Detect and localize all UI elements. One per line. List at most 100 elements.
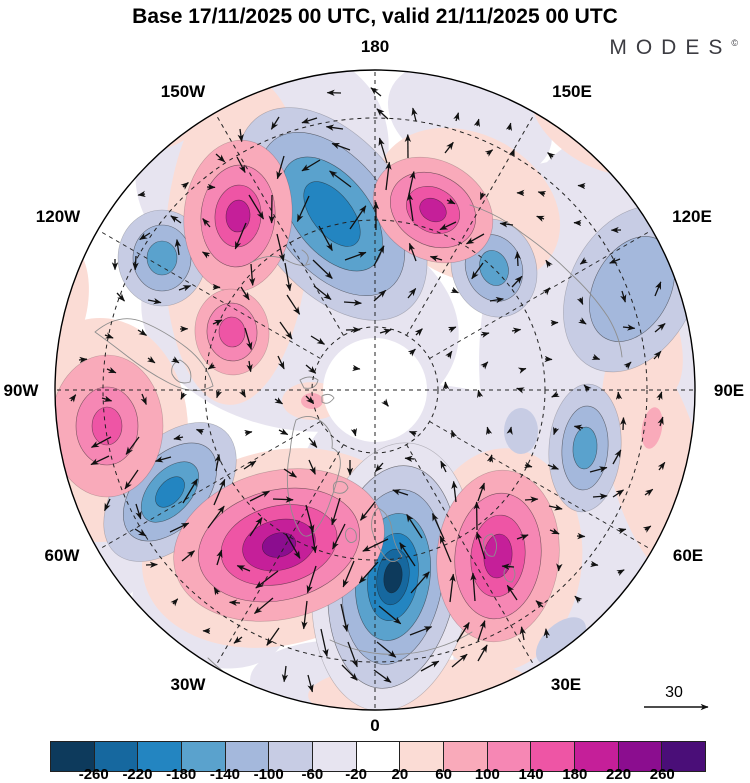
wind-arrow xyxy=(451,480,458,503)
wind-arrow xyxy=(576,296,584,305)
wind-arrow xyxy=(451,653,468,668)
wind-arrow xyxy=(341,664,358,681)
wind-arrow xyxy=(620,417,627,431)
wind-arrow xyxy=(137,328,148,336)
wind-arrow xyxy=(480,361,489,370)
lon-label-120e: 120E xyxy=(672,207,712,226)
wind-arrow xyxy=(477,620,486,642)
contour-ring-alaska-high xyxy=(419,197,447,223)
lon-label-60w: 60W xyxy=(45,546,81,565)
wind-arrow xyxy=(170,356,180,364)
wind-arrow xyxy=(340,603,349,632)
wind-arrow xyxy=(376,108,389,120)
contour-ring-namerica-high xyxy=(91,406,123,446)
contour-ring-labrador-low xyxy=(155,476,185,508)
wind-arrow xyxy=(553,426,560,436)
wind-arrow xyxy=(370,87,382,97)
wind-arrow xyxy=(373,245,385,267)
coast-mediterranean xyxy=(329,631,473,655)
meridian xyxy=(215,114,344,336)
colorbar-cell xyxy=(182,742,226,771)
wind-arrow xyxy=(195,428,205,436)
wind-arrow xyxy=(535,600,544,609)
colorbar-tick-label: -260 xyxy=(78,766,109,783)
wind-arrow xyxy=(623,361,632,370)
wind-arrow xyxy=(350,427,358,437)
wind-arrow xyxy=(547,463,559,470)
wind-arrow xyxy=(318,225,333,252)
wind-arrow xyxy=(549,528,560,535)
wind-arrow xyxy=(215,153,226,163)
wind-arrow xyxy=(536,215,545,222)
wind-arrow xyxy=(410,571,430,594)
wind-arrow xyxy=(446,197,456,205)
wind-arrow xyxy=(342,560,355,588)
wind-arrow xyxy=(313,285,332,301)
wind-arrow xyxy=(246,360,253,373)
coastlines-layer xyxy=(94,204,623,695)
chart-title: Base 17/11/2025 00 UTC, valid 21/11/2025… xyxy=(132,5,618,28)
wind-arrow xyxy=(147,298,162,305)
wind-arrow xyxy=(145,561,158,569)
wind-arrow xyxy=(399,542,416,567)
colorbar-cell xyxy=(575,742,619,771)
wind-arrow xyxy=(216,549,223,566)
wind-arrow xyxy=(590,560,599,568)
wind-arrow xyxy=(654,281,662,297)
wind-arrow xyxy=(270,116,280,130)
wind-arrow xyxy=(543,628,550,639)
wind-arrow xyxy=(616,569,625,577)
modes-logo-text: MODES xyxy=(609,36,732,59)
wind-arrow xyxy=(429,255,443,262)
wind-arrow xyxy=(174,239,182,256)
coast-britain xyxy=(345,527,357,543)
wind-arrow xyxy=(411,107,418,122)
colorbar-cell xyxy=(51,742,95,771)
meridian xyxy=(406,444,535,666)
wind-arrow xyxy=(234,222,247,250)
lon-label-150e: 150E xyxy=(552,82,592,101)
wind-arrow xyxy=(320,628,329,657)
wind-arrow xyxy=(78,356,88,364)
wind-arrow xyxy=(548,504,563,511)
wind-arrow xyxy=(392,489,409,496)
wind-arrow xyxy=(170,215,182,224)
wind-arrow xyxy=(90,436,112,448)
wind-arrow xyxy=(236,156,246,174)
wind-arrow xyxy=(352,364,361,372)
latitude-circle xyxy=(102,117,648,663)
colorbar-tick-labels: -260 -220 -180 -140 -100 -60 -20 20 60 100 140 180 2… xyxy=(0,766,750,783)
wind-arrow xyxy=(447,326,457,333)
meridian xyxy=(215,444,344,666)
colorbar-cell xyxy=(444,742,488,771)
wind-arrow xyxy=(213,478,226,506)
wind-arrow xyxy=(140,393,147,406)
colorbar-tick-label: -140 xyxy=(209,766,240,783)
wind-arrow xyxy=(134,528,147,537)
wind-arrow xyxy=(296,195,310,223)
wind-arrow xyxy=(137,190,146,198)
wind-arrow xyxy=(583,384,592,393)
wind-arrow xyxy=(331,142,351,151)
wind-arrow xyxy=(477,482,485,502)
wind-arrow xyxy=(182,478,198,504)
colorbar-tick-label: 20 xyxy=(391,766,409,783)
wind-arrow xyxy=(239,389,246,398)
wind-arrow xyxy=(657,461,666,471)
wind-arrow xyxy=(308,437,318,448)
wind-arrow xyxy=(139,232,151,241)
wind-arrow xyxy=(178,285,192,292)
wind-arrow xyxy=(456,621,470,643)
colorbar-cell xyxy=(138,742,183,771)
wind-arrow xyxy=(431,512,445,540)
colorbar-tick-label: -60 xyxy=(301,766,324,783)
wind-arrow xyxy=(592,493,608,500)
wind-arrow xyxy=(654,323,666,333)
wind-arrow xyxy=(101,395,113,402)
wind-arrow xyxy=(499,221,514,228)
meridian xyxy=(429,230,651,359)
coast-bering xyxy=(251,249,311,266)
wind-arrow xyxy=(576,532,586,540)
colorbar-tick-label: -220 xyxy=(122,766,153,783)
wind-arrow xyxy=(591,353,601,361)
